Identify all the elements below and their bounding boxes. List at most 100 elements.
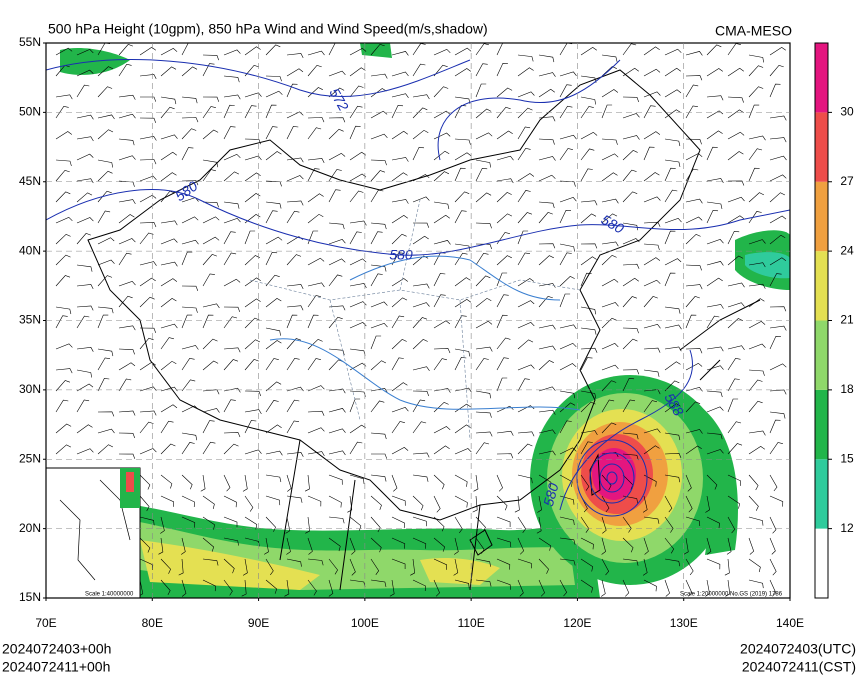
wind-barb [706,110,724,119]
wind-barb [475,63,488,77]
wind-barb [223,252,237,266]
wind-barb [748,239,766,245]
lat-tick-label: 30N [19,382,41,396]
wind-barb [118,295,133,308]
wind-barb [769,442,783,455]
wind-barb [244,359,259,371]
valid-time-right: 2024072411(CST) [742,659,856,675]
wind-barb [244,317,260,329]
wind-barb [76,114,94,120]
wind-barb [265,327,281,336]
wind-barb [265,516,276,532]
wind-barb [748,343,766,350]
wind-barb [748,537,755,555]
wind-barb [307,358,321,371]
wind-barb [559,363,577,371]
wind-barb [685,429,703,434]
wind-barb [286,284,304,290]
wind-barb [391,297,408,308]
wind-barb [454,277,471,287]
wind-barb [475,252,489,266]
wind-barb [307,127,322,140]
wind-barb [328,305,346,311]
wind-barb [705,495,710,513]
wind-barb [242,474,248,492]
wind-barb [181,128,197,140]
wind-barb [244,172,261,182]
wind-barbs [55,43,787,597]
wind-barb [307,87,323,98]
wind-barb [160,134,178,140]
wind-barb [389,579,395,597]
wind-barb [265,579,278,594]
wind-barb [496,213,513,224]
wind-barb [307,385,325,392]
wind-barb [412,147,425,161]
wind-barb [76,315,90,329]
wind-barb [748,558,761,573]
wind-barb [580,357,593,371]
wind-barb [286,357,300,371]
wind-barb [391,157,409,162]
wind-barb [643,369,660,377]
wind-barb [475,442,490,455]
wind-barb [622,453,639,461]
wind-barb [391,130,408,140]
wind-barb [664,579,670,597]
wind-barb [118,94,136,100]
wind-barb [97,66,114,77]
wind-barb [748,65,764,77]
wind-barb [328,87,345,98]
wind-barb [727,96,744,103]
wind-barb [538,212,553,224]
wind-barb [559,537,576,545]
wind-barb [601,495,610,513]
wind-barb [265,201,282,209]
wind-barb [685,105,698,119]
wind-barb [727,495,740,509]
wind-barb [412,196,430,203]
wind-barb [685,233,701,245]
wind-barb [349,105,363,119]
wind-barb [496,405,514,413]
wind-barb [97,159,113,168]
wind-barb [724,558,730,576]
wind-barb [517,300,535,308]
wind-barb [349,85,364,98]
wind-barb [454,448,472,455]
wind-barb [472,495,478,513]
wind-barb [748,430,766,436]
wind-barb [328,70,346,77]
wind-barb [370,88,387,98]
wind-barb [264,537,269,555]
wind-barb [223,495,237,508]
wind-barb [748,86,764,98]
wind-barb [726,537,732,555]
wind-barb [643,172,660,182]
wind-barb [475,320,493,329]
wind-barb [559,197,577,203]
wind-barb [622,327,639,334]
wind-barb [454,315,467,329]
wind-barb [769,335,781,350]
wind-barb [202,54,219,61]
wind-barb [160,495,175,507]
wind-barb [412,283,430,289]
wind-barb [140,96,157,102]
wind-barb [223,537,239,546]
wind-barb [244,277,261,287]
wind-barb [685,168,699,182]
wind-barb [391,421,405,434]
wind-barb [643,68,661,77]
wind-barb [55,94,73,100]
wind-barb [160,474,173,489]
lat-tick-label: 50N [19,105,41,119]
wind-barb [559,276,575,287]
colorbar-bin [815,528,828,598]
wind-barb [580,256,597,266]
wind-barb [244,537,260,547]
wind-barb [307,213,324,224]
wind-barb [223,516,238,528]
wind-barb [223,359,239,371]
wind-barb [748,54,764,63]
